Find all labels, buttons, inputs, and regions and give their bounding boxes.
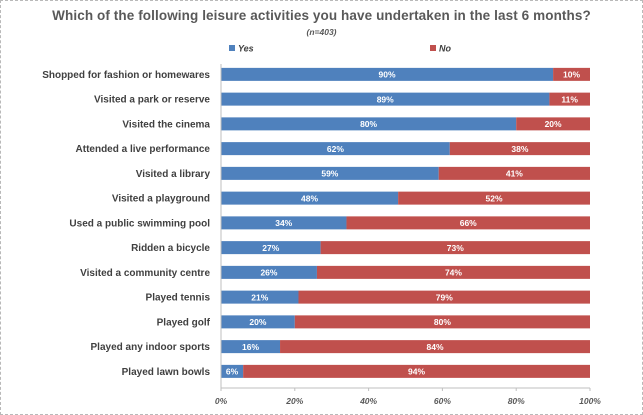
data-label-no: 52%	[486, 193, 503, 203]
category-label: Played tennis	[146, 293, 211, 304]
bar-no	[298, 290, 590, 304]
data-label-yes: 89%	[377, 94, 394, 104]
category-label: Played lawn bowls	[122, 367, 211, 378]
x-tick-label: 80%	[508, 396, 525, 406]
data-label-yes: 62%	[327, 144, 344, 154]
bar-yes	[221, 315, 295, 329]
x-tick-label: 40%	[359, 396, 377, 406]
data-label-yes: 6%	[226, 367, 239, 377]
bar-no	[516, 117, 590, 131]
data-label-no: 94%	[408, 367, 425, 377]
x-tick-label: 0%	[215, 396, 228, 406]
data-label-yes: 90%	[379, 70, 396, 80]
data-label-no: 11%	[561, 94, 578, 104]
category-label: Played any indoor sports	[91, 342, 211, 353]
bar-yes	[221, 166, 439, 180]
data-label-yes: 27%	[262, 243, 279, 253]
legend-label-no: No	[439, 44, 451, 54]
category-label: Shopped for fashion or homewares	[42, 70, 210, 81]
x-tick-label: 100%	[579, 396, 601, 406]
category-label: Visited a library	[136, 169, 211, 180]
data-label-no: 79%	[436, 292, 453, 302]
data-label-no: 80%	[434, 317, 451, 327]
data-label-yes: 80%	[360, 119, 377, 129]
data-label-no: 84%	[427, 342, 444, 352]
bar-no	[294, 315, 590, 329]
bar-yes	[221, 364, 244, 378]
category-label: Visited a community centre	[80, 268, 210, 279]
bar-yes	[221, 67, 554, 81]
bar-yes	[221, 117, 517, 131]
bar-no	[438, 166, 590, 180]
data-label-yes: 26%	[260, 268, 277, 278]
bar-no	[346, 216, 590, 230]
category-label: Attended a live performance	[76, 144, 211, 155]
legend-swatch-no	[430, 45, 436, 51]
chart-title: Which of the following leisure activitie…	[52, 8, 591, 23]
bar-no	[243, 364, 590, 378]
data-label-no: 10%	[563, 70, 580, 80]
data-label-yes: 21%	[251, 292, 268, 302]
category-label: Visited a playground	[112, 194, 210, 205]
data-label-yes: 48%	[301, 193, 318, 203]
category-label: Ridden a bicycle	[131, 243, 210, 254]
bar-no	[398, 191, 590, 205]
data-label-no: 73%	[447, 243, 464, 253]
legend-swatch-yes	[229, 45, 235, 51]
bar-no	[320, 241, 590, 255]
bar-no	[549, 92, 590, 106]
x-tick-label: 60%	[434, 396, 451, 406]
bar-yes	[221, 290, 299, 304]
data-label-yes: 16%	[242, 342, 259, 352]
category-label: Visited a park or reserve	[94, 95, 210, 106]
bar-no	[316, 265, 590, 279]
bar-yes	[221, 216, 347, 230]
data-label-yes: 20%	[249, 317, 266, 327]
data-label-yes: 59%	[321, 169, 338, 179]
data-label-no: 66%	[460, 218, 477, 228]
x-tick-label: 20%	[285, 396, 303, 406]
category-label: Visited the cinema	[122, 119, 210, 130]
bar-yes	[221, 191, 399, 205]
bar-no	[449, 142, 590, 156]
category-label: Played golf	[157, 317, 211, 328]
bar-yes	[221, 142, 450, 156]
bar-yes	[221, 340, 281, 354]
bar-yes	[221, 92, 550, 106]
legend-label-yes: Yes	[238, 44, 254, 54]
chart-subtitle: (n=403)	[306, 27, 337, 37]
data-label-no: 74%	[445, 268, 462, 278]
bar-yes	[221, 265, 317, 279]
category-label: Used a public swimming pool	[69, 218, 210, 229]
bar-no	[553, 67, 590, 81]
data-label-no: 41%	[506, 169, 523, 179]
data-label-no: 38%	[511, 144, 528, 154]
bar-yes	[221, 241, 321, 255]
data-label-no: 20%	[545, 119, 562, 129]
data-label-yes: 34%	[275, 218, 292, 228]
bar-no	[280, 340, 590, 354]
